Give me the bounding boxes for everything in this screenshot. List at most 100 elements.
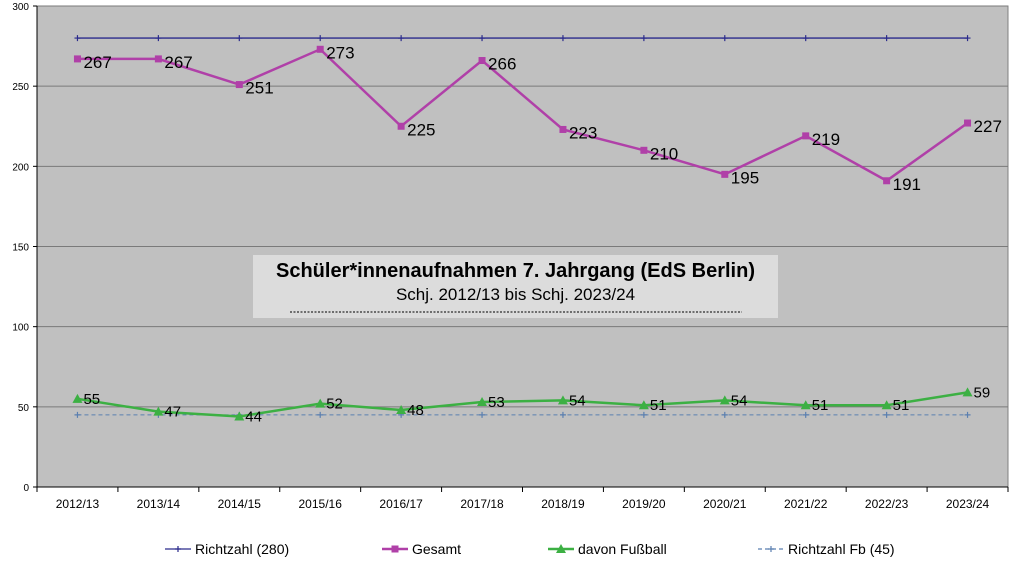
data-label-gesamt: 191 [893, 175, 921, 194]
data-label-davon-fu-ball: 52 [326, 396, 343, 413]
data-label-davon-fu-ball: 54 [731, 392, 748, 409]
data-label-davon-fu-ball: 47 [164, 404, 181, 421]
data-point-richtzahl-280 [721, 35, 728, 42]
data-label-davon-fu-ball: 59 [974, 384, 991, 401]
data-point-davon-fu-ball [719, 395, 730, 405]
x-tick-label: 2013/14 [137, 497, 181, 511]
data-point-davon-fu-ball [396, 405, 407, 415]
data-label-gesamt: 267 [83, 53, 111, 72]
y-tick-label: 100 [12, 323, 29, 334]
data-point-richtzahl-280 [317, 35, 324, 42]
data-label-davon-fu-ball: 51 [812, 397, 829, 414]
x-tick-label: 2012/13 [56, 497, 100, 511]
data-label-gesamt: 219 [812, 130, 840, 149]
data-point-gesamt [316, 45, 324, 53]
data-label-gesamt: 225 [407, 120, 435, 139]
data-label-gesamt: 251 [245, 79, 273, 98]
data-label-gesamt: 227 [974, 117, 1002, 136]
legend-marker-richtzahl-280 [175, 546, 181, 552]
data-label-davon-fu-ball: 51 [893, 397, 910, 414]
data-point-gesamt [235, 81, 243, 89]
legend-label-richtzahl-fb-45: Richtzahl Fb (45) [788, 541, 895, 557]
data-point-gesamt [154, 55, 162, 63]
y-tick-label: 200 [12, 162, 29, 173]
data-point-gesamt [721, 170, 729, 178]
data-point-gesamt [964, 119, 972, 127]
data-point-richtzahl-fb-45 [883, 411, 890, 418]
data-point-davon-fu-ball [638, 400, 649, 410]
data-point-davon-fu-ball [72, 393, 83, 403]
data-point-richtzahl-fb-45 [640, 411, 647, 418]
data-label-gesamt: 273 [326, 43, 354, 62]
data-point-richtzahl-280 [802, 35, 809, 42]
data-point-richtzahl-fb-45 [559, 411, 566, 418]
data-point-gesamt [397, 122, 405, 130]
data-point-davon-fu-ball [315, 398, 326, 408]
y-tick-label: 300 [12, 2, 29, 13]
data-label-gesamt: 223 [569, 123, 597, 142]
y-tick-label: 0 [23, 483, 29, 494]
data-point-davon-fu-ball [477, 397, 488, 407]
y-tick-label: 150 [12, 243, 29, 254]
chart-subtitle: Schj. 2012/13 bis Schj. 2023/24 [396, 285, 635, 304]
data-point-richtzahl-280 [640, 35, 647, 42]
data-label-gesamt: 267 [164, 53, 192, 72]
data-point-gesamt [559, 125, 567, 133]
data-point-richtzahl-280 [236, 35, 243, 42]
x-tick-label: 2021/22 [784, 497, 828, 511]
legend-label-davon-fu-ball: davon Fußball [578, 541, 667, 557]
data-point-richtzahl-fb-45 [479, 411, 486, 418]
x-tick-label: 2017/18 [460, 497, 504, 511]
x-tick-label: 2023/24 [946, 497, 990, 511]
x-tick-label: 2015/16 [299, 497, 343, 511]
data-point-richtzahl-fb-45 [74, 411, 81, 418]
data-label-davon-fu-ball: 48 [407, 402, 424, 419]
data-point-richtzahl-280 [74, 35, 81, 42]
data-point-richtzahl-fb-45 [317, 411, 324, 418]
data-label-davon-fu-ball: 54 [569, 392, 586, 409]
data-point-gesamt [802, 132, 810, 140]
y-tick-label: 50 [18, 403, 30, 414]
data-label-davon-fu-ball: 44 [245, 408, 262, 425]
x-tick-label: 2018/19 [541, 497, 585, 511]
y-tick-label: 250 [12, 82, 29, 93]
data-point-davon-fu-ball [153, 406, 164, 416]
data-point-gesamt [640, 146, 648, 154]
data-point-richtzahl-fb-45 [964, 411, 971, 418]
data-point-richtzahl-280 [398, 35, 405, 42]
legend-label-gesamt: Gesamt [412, 541, 461, 557]
x-tick-label: 2016/17 [379, 497, 423, 511]
data-label-gesamt: 195 [731, 168, 759, 187]
x-tick-label: 2022/23 [865, 497, 909, 511]
data-label-davon-fu-ball: 53 [488, 394, 505, 411]
data-point-gesamt [883, 177, 891, 185]
data-label-gesamt: 210 [650, 144, 678, 163]
legend-marker-davon-fu-ball [556, 544, 566, 553]
data-point-davon-fu-ball [557, 395, 568, 405]
chart-title: Schüler*innenaufnahmen 7. Jahrgang (EdS … [276, 260, 755, 282]
data-label-gesamt: 266 [488, 55, 516, 74]
data-point-richtzahl-280 [883, 35, 890, 42]
data-point-davon-fu-ball [881, 400, 892, 410]
data-point-gesamt [478, 57, 486, 65]
data-point-richtzahl-280 [559, 35, 566, 42]
data-point-davon-fu-ball [800, 400, 811, 410]
series-line-gesamt [77, 47, 969, 183]
data-point-richtzahl-280 [964, 35, 971, 42]
title-box [253, 255, 778, 318]
data-point-davon-fu-ball [962, 387, 973, 397]
x-tick-label: 2014/15 [218, 497, 262, 511]
data-point-gesamt [73, 55, 81, 63]
data-point-richtzahl-fb-45 [721, 411, 728, 418]
data-point-richtzahl-fb-45 [802, 411, 809, 418]
legend-label-richtzahl-280: Richtzahl (280) [195, 541, 289, 557]
data-point-richtzahl-280 [479, 35, 486, 42]
legend-marker-gesamt [391, 545, 399, 553]
data-label-davon-fu-ball: 55 [83, 391, 100, 408]
x-tick-label: 2020/21 [703, 497, 747, 511]
data-label-davon-fu-ball: 51 [650, 397, 667, 414]
data-point-davon-fu-ball [234, 411, 245, 421]
data-point-richtzahl-280 [155, 35, 162, 42]
